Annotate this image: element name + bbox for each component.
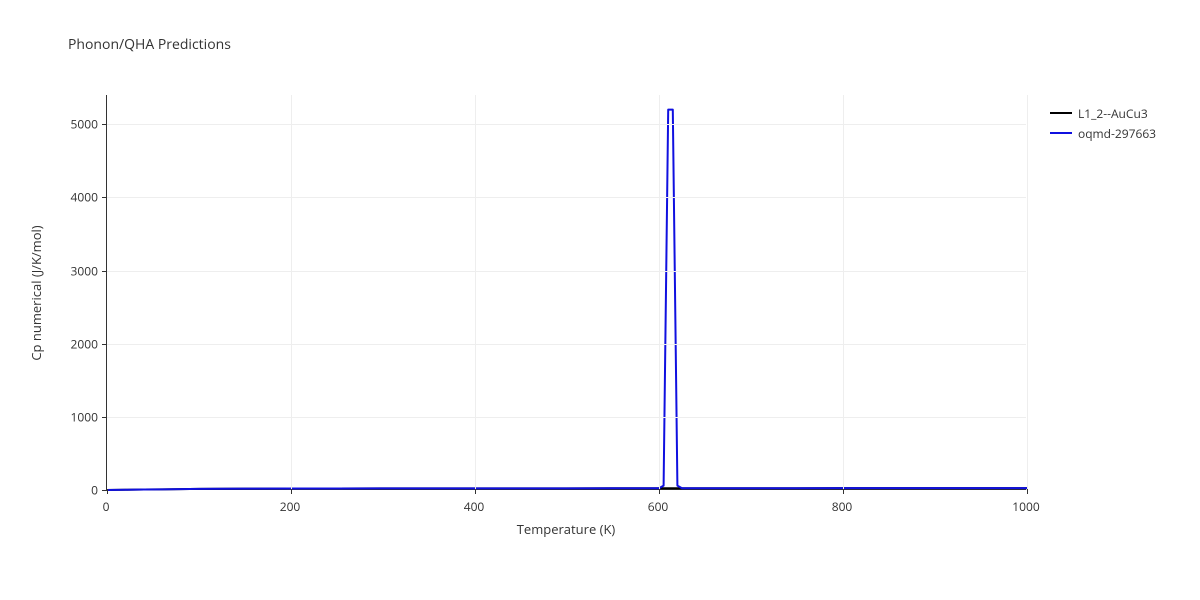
plot-area bbox=[106, 95, 1026, 490]
x-tick-label: 1000 bbox=[1012, 498, 1039, 515]
tick-x bbox=[843, 489, 844, 494]
tick-y bbox=[102, 344, 107, 345]
y-tick-label: 0 bbox=[70, 482, 98, 499]
legend-label: oqmd-297663 bbox=[1078, 125, 1156, 142]
tick-y bbox=[102, 197, 107, 198]
grid-h bbox=[107, 124, 1026, 125]
y-tick-label: 2000 bbox=[70, 335, 98, 352]
legend-label: L1_2--AuCu3 bbox=[1078, 105, 1148, 122]
tick-x bbox=[475, 489, 476, 494]
tick-y bbox=[102, 271, 107, 272]
y-axis-title: Cp numerical (J/K/mol) bbox=[27, 225, 45, 360]
tick-y bbox=[102, 124, 107, 125]
legend-item[interactable]: L1_2--AuCu3 bbox=[1050, 104, 1156, 122]
grid-v bbox=[291, 95, 292, 489]
y-tick-label: 3000 bbox=[70, 262, 98, 279]
x-tick-label: 400 bbox=[464, 498, 485, 515]
legend-item[interactable]: oqmd-297663 bbox=[1050, 124, 1156, 142]
x-tick-label: 0 bbox=[103, 498, 110, 515]
y-tick-label: 5000 bbox=[70, 116, 98, 133]
grid-h bbox=[107, 271, 1026, 272]
x-tick-label: 600 bbox=[648, 498, 669, 515]
tick-x bbox=[1027, 489, 1028, 494]
tick-x bbox=[659, 489, 660, 494]
grid-v bbox=[1027, 95, 1028, 489]
tick-y bbox=[102, 490, 107, 491]
tick-x bbox=[107, 489, 108, 494]
x-tick-label: 200 bbox=[280, 498, 301, 515]
legend: L1_2--AuCu3 oqmd-297663 bbox=[1050, 104, 1156, 144]
grid-v bbox=[659, 95, 660, 489]
grid-h bbox=[107, 417, 1026, 418]
grid-v bbox=[843, 95, 844, 489]
grid-v bbox=[475, 95, 476, 489]
tick-y bbox=[102, 417, 107, 418]
legend-swatch bbox=[1050, 132, 1072, 134]
grid-h bbox=[107, 197, 1026, 198]
y-tick-label: 1000 bbox=[70, 408, 98, 425]
tick-x bbox=[291, 489, 292, 494]
grid-h bbox=[107, 344, 1026, 345]
chart-title: Phonon/QHA Predictions bbox=[68, 35, 231, 54]
y-tick-label: 4000 bbox=[70, 189, 98, 206]
legend-swatch bbox=[1050, 112, 1072, 114]
x-tick-label: 800 bbox=[832, 498, 853, 515]
series-line bbox=[107, 110, 1027, 490]
x-axis-title: Temperature (K) bbox=[517, 520, 616, 538]
chart-svg bbox=[107, 95, 1026, 489]
